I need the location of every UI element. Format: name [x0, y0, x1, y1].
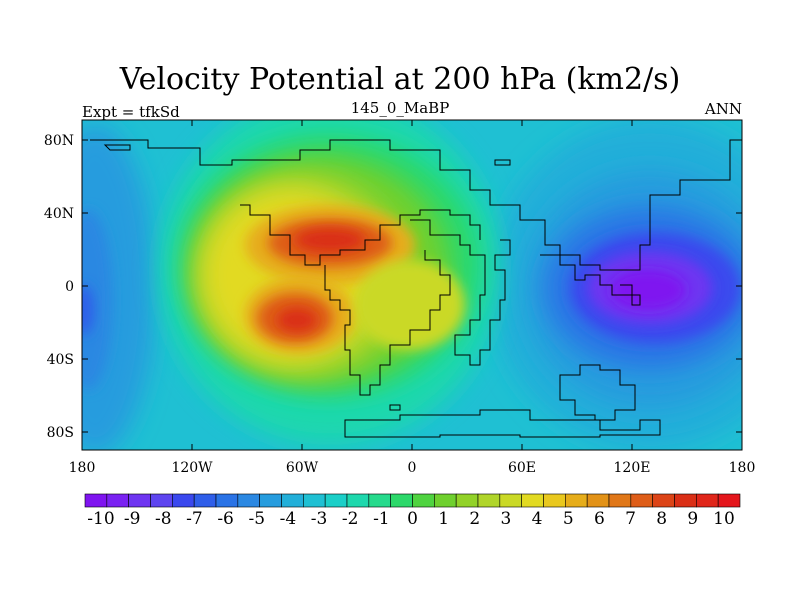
- colorbar-box: [696, 493, 719, 508]
- season-label: ANN: [704, 100, 742, 118]
- x-tick-label-120w: 120W: [171, 460, 213, 476]
- colorbar-box: [543, 493, 566, 508]
- colorbar-box: [368, 493, 391, 508]
- colorbar-box: [324, 493, 348, 508]
- colorbar-box: [717, 493, 741, 508]
- colorbar-box: [652, 493, 675, 508]
- colorbar-label: 9: [687, 509, 698, 529]
- y-tick-label-80n: 80N: [44, 133, 74, 149]
- contour-field: [82, 120, 742, 450]
- y-tick-label-40n: 40N: [44, 206, 74, 222]
- y-tick-label-80s: 80S: [47, 425, 74, 441]
- colorbar-label: 1: [438, 509, 449, 529]
- colorbar-box: [434, 493, 457, 508]
- colorbar-label: 3: [501, 509, 512, 529]
- colorbar-box: [128, 493, 151, 508]
- colorbar-box: [390, 493, 413, 508]
- colorbar-box: [455, 493, 479, 508]
- colorbar-box: [477, 493, 501, 508]
- colorbar-box: [674, 493, 697, 508]
- colorbar-box: [259, 493, 282, 508]
- subtitle-label: 145_0_MaBP: [350, 99, 450, 117]
- colorbar-box: [521, 493, 544, 508]
- colorbar-label: -1: [373, 509, 390, 529]
- colorbar-box: [237, 493, 260, 508]
- plot-title: Velocity Potential at 200 hPa (km2/s): [119, 62, 681, 97]
- colorbar-label: -9: [124, 509, 141, 529]
- colorbar-box: [84, 493, 108, 508]
- colorbar-label: -3: [311, 509, 328, 529]
- colorbar-box: [412, 493, 435, 508]
- x-tick-label-0: 0: [408, 460, 417, 476]
- colorbar-label: -4: [280, 509, 297, 529]
- colorbar-box: [499, 493, 522, 508]
- colorbar-label: 0: [407, 509, 418, 529]
- colorbar-label: -10: [87, 509, 114, 529]
- y-tick-label-40s: 40S: [47, 352, 74, 368]
- colorbar-label: 8: [656, 509, 667, 529]
- colorbar-box: [565, 493, 588, 508]
- colorbar-label: -2: [342, 509, 359, 529]
- colorbar-box: [106, 493, 129, 508]
- colorbar: [84, 493, 741, 508]
- colorbar-box: [281, 493, 304, 508]
- colorbar-box: [193, 493, 217, 508]
- colorbar-box: [303, 493, 326, 508]
- axis-ticks: [82, 120, 742, 450]
- colorbar-label: 4: [532, 509, 543, 529]
- x-tick-label-60e: 60E: [508, 460, 536, 476]
- y-tick-label-0: 0: [65, 279, 74, 295]
- coastlines: [90, 139, 742, 438]
- x-tick-label-120e: 120E: [614, 460, 651, 476]
- x-tick-label-180e: 180: [729, 460, 756, 476]
- colorbar-box: [630, 493, 653, 508]
- colorbar-labels: -10 -9 -8 -7 -6 -5 -4 -3 -2 -1 0 1 2 3 4 5 6 7 8 9 10: [87, 509, 735, 529]
- colorbar-label: -7: [186, 509, 203, 529]
- colorbar-label: 2: [469, 509, 480, 529]
- colorbar-label: 6: [594, 509, 605, 529]
- colorbar-label: 7: [625, 509, 636, 529]
- colorbar-label: -6: [217, 509, 234, 529]
- colorbar-label: 10: [713, 509, 735, 529]
- colorbar-label: 5: [563, 509, 574, 529]
- colorbar-label: -8: [155, 509, 172, 529]
- x-tick-label-180w: 180: [69, 460, 96, 476]
- colorbar-box: [215, 493, 239, 508]
- x-tick-label-60w: 60W: [286, 460, 319, 476]
- colorbar-box: [608, 493, 632, 508]
- colorbar-box: [346, 493, 370, 508]
- experiment-label: Expt = tfkSd: [82, 103, 180, 121]
- colorbar-label: -5: [248, 509, 265, 529]
- colorbar-box: [586, 493, 610, 508]
- colorbar-box: [150, 493, 173, 508]
- colorbar-box: [172, 493, 195, 508]
